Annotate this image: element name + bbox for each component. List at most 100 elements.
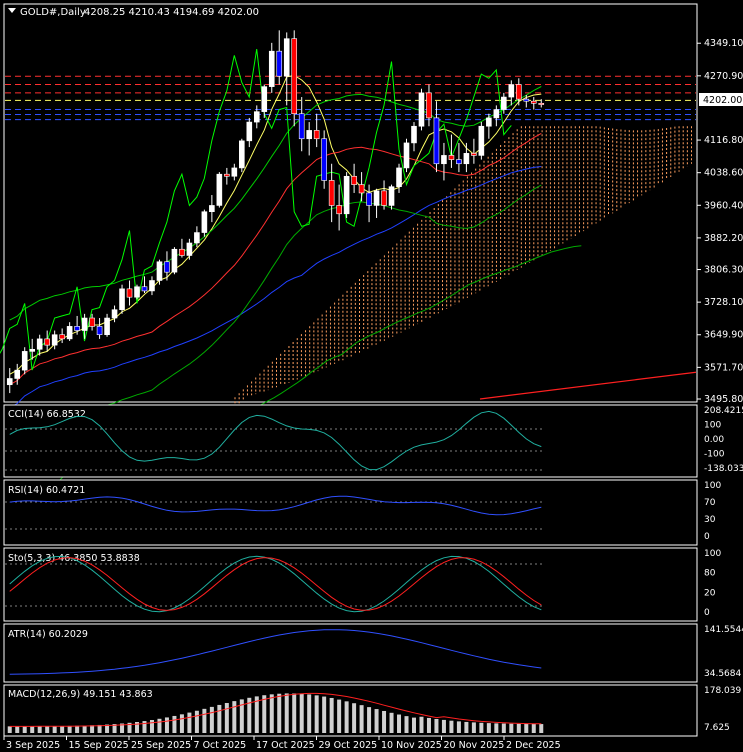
macd-bar <box>419 716 424 733</box>
macd-bar <box>149 719 154 733</box>
macd-axis: 178.039 7.625 <box>704 686 741 733</box>
candle-body <box>538 103 545 105</box>
rsi-pane[interactable]: RSI(14) 60.4721 <box>3 479 698 546</box>
tenkan-line <box>9 74 542 375</box>
candle-body <box>388 186 395 206</box>
time-label: 20 Nov 2025 <box>444 740 505 751</box>
candle-body <box>501 96 507 110</box>
macd-bar <box>449 720 454 733</box>
candle-body <box>59 334 65 340</box>
horizontal-levels <box>5 75 697 400</box>
macd-bar <box>82 725 87 733</box>
axis-label: 20 <box>704 588 716 598</box>
macd-bar <box>60 726 65 733</box>
bollinger-upper <box>9 86 542 321</box>
candle-body <box>104 317 110 336</box>
macd-bar <box>539 724 544 733</box>
candle-body <box>426 92 432 119</box>
candle-body <box>6 378 13 386</box>
time-label: 29 Oct 2025 <box>319 740 378 751</box>
time-axis: 3 Sep 2025 15 Sep 2025 25 Sep 2025 7 Oct 20… <box>3 736 561 751</box>
macd-bar <box>67 725 72 733</box>
cci-line <box>5 410 545 471</box>
candle-body <box>149 280 155 292</box>
macd-bar <box>494 723 499 733</box>
candle-body <box>351 175 357 185</box>
current-price-label: 4202.00 <box>703 95 742 106</box>
dropdown-triangle-icon[interactable] <box>8 8 16 13</box>
time-label: 17 Oct 2025 <box>256 740 315 751</box>
candle-body <box>66 326 73 340</box>
moving-average-line <box>9 166 542 409</box>
candle-body <box>328 180 335 206</box>
candle-body <box>306 130 312 140</box>
macd-bar <box>486 723 491 733</box>
macd-bar <box>224 702 229 733</box>
macd-bar <box>307 694 312 733</box>
candle-body <box>448 155 455 160</box>
atr-pane[interactable]: ATR(14) 60.2029 <box>3 623 698 683</box>
candle-body <box>224 173 230 177</box>
candle-body <box>478 125 485 156</box>
macd-bar <box>217 704 222 733</box>
atr-line <box>9 629 542 675</box>
candle-body <box>253 111 260 123</box>
macd-bar <box>426 717 431 733</box>
rsi-axis: 100 70 30 0 <box>704 481 721 542</box>
macd-bar <box>501 723 506 733</box>
symbol-title: GOLD#,Daily <box>20 7 86 18</box>
axis-label: 0.00 <box>704 435 724 445</box>
candle-body <box>396 167 402 187</box>
stochastic-pane[interactable]: Sto(5,3,3) 46.3850 53.8838 <box>3 547 698 622</box>
macd-bar <box>187 712 192 733</box>
cci-axis: 208.4215 100 0.00 -100 -138.0339 <box>704 406 743 474</box>
macd-bar <box>322 696 327 733</box>
macd-bar <box>344 701 349 733</box>
macd-bar <box>516 723 521 733</box>
candle-body <box>44 338 50 346</box>
macd-bar <box>531 724 536 733</box>
macd-bar <box>284 693 289 733</box>
macd-bar <box>434 718 439 733</box>
macd-bar <box>382 710 387 733</box>
macd-bar <box>509 723 514 733</box>
macd-bar <box>292 693 297 733</box>
candle-body <box>523 98 530 102</box>
price-tick-label: 4116.80 <box>704 135 743 146</box>
macd-bar <box>329 697 334 733</box>
candle-body <box>456 159 462 165</box>
candle-body <box>51 334 58 346</box>
ohlc-readout: 4208.25 4210.43 4194.69 4202.00 <box>84 7 259 18</box>
macd-signal-line <box>9 692 542 727</box>
macd-bar <box>479 722 484 733</box>
candle-body <box>530 100 537 104</box>
macd-bar <box>90 725 95 733</box>
chikou-span <box>0 49 512 371</box>
candle-body <box>381 190 387 206</box>
cci-pane[interactable]: CCI(14) 66.8532 <box>3 404 698 478</box>
candle-body <box>231 167 238 177</box>
candle-body <box>111 309 118 319</box>
time-label: 7 Oct 2025 <box>194 740 247 751</box>
macd-pane[interactable]: MACD(12,26,9) 49.151 43.863 <box>3 684 698 737</box>
macd-bar <box>411 717 416 733</box>
macd-bar <box>464 721 469 733</box>
macd-bar <box>7 726 12 733</box>
candle-body <box>336 205 342 215</box>
time-label: 25 Sep 2025 <box>131 740 191 751</box>
price-tick-label: 3728.10 <box>704 297 743 308</box>
candle-body <box>313 130 320 140</box>
macd-bar <box>97 724 102 733</box>
cci-label: CCI(14) 66.8532 <box>8 409 86 420</box>
candle-body <box>486 117 492 127</box>
macd-bar <box>359 705 364 733</box>
macd-bar <box>172 715 177 733</box>
candle-body <box>126 288 133 298</box>
macd-label: MACD(12,26,9) 49.151 43.863 <box>8 689 153 700</box>
atr-line <box>9 629 542 675</box>
candle-body <box>186 242 193 256</box>
axis-label: 0 <box>704 608 710 618</box>
rsi-line <box>9 495 542 516</box>
candle-body <box>373 190 380 206</box>
